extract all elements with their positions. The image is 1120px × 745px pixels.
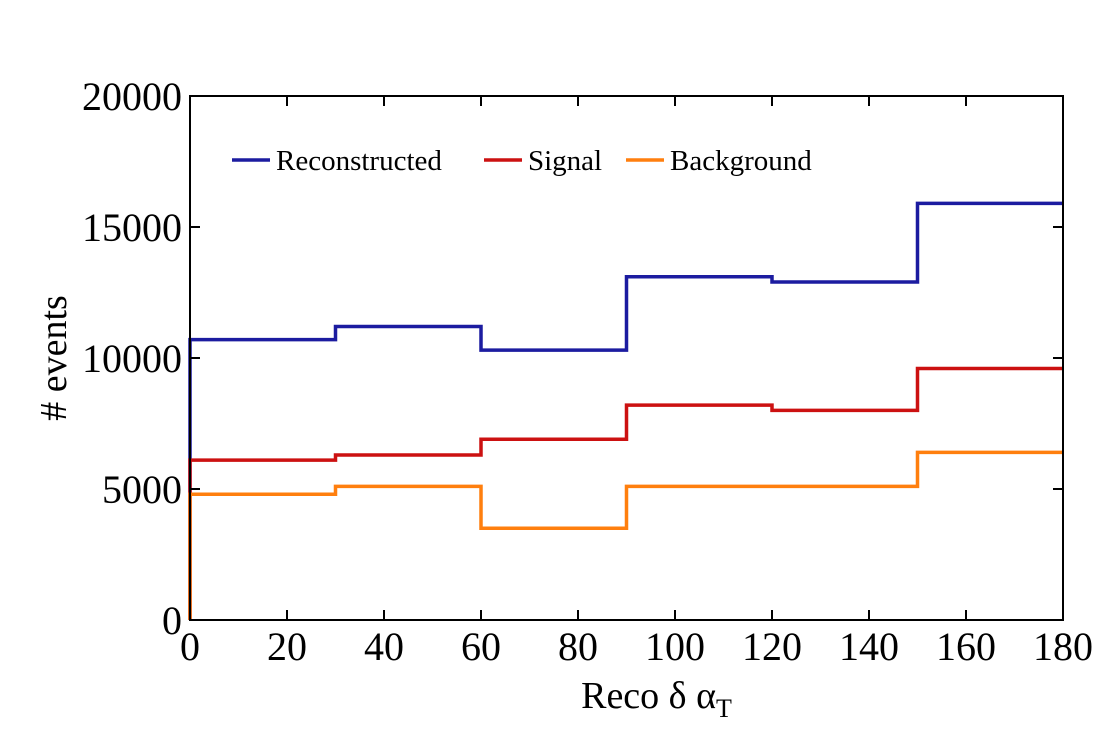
x-tick-label: 140 [839, 624, 899, 669]
x-tick-label: 0 [180, 624, 200, 669]
series-line-signal [188, 366, 1063, 620]
series-layer [188, 201, 1063, 620]
legend-label-reconstructed: Reconstructed [276, 145, 442, 177]
x-tick-label: 100 [645, 624, 705, 669]
x-tick-label: 40 [364, 624, 404, 669]
series-line-reconstructed [188, 201, 1063, 620]
y-tick-label: 20000 [82, 74, 182, 119]
x-axis-title-subscript: T [716, 694, 732, 723]
y-tick-label: 15000 [82, 205, 182, 250]
x-tick-label: 160 [936, 624, 996, 669]
x-tick-label: 20 [267, 624, 307, 669]
legend-label-background: Background [670, 145, 812, 177]
x-tick-label: 80 [558, 624, 598, 669]
x-tick-label: 180 [1033, 624, 1093, 669]
y-tick-label: 0 [162, 598, 182, 643]
ticks-layer: 0 20 40 60 80 100 120 140 160 180 0 5000 10000 15000 2… [82, 74, 1093, 669]
legend: Reconstructed Signal Background [232, 145, 812, 177]
x-axis-title-main: Reco δ α [581, 675, 716, 717]
x-axis-title: Reco δ αT [581, 675, 732, 723]
series-line-background [188, 450, 1063, 620]
y-tick-label: 5000 [102, 467, 182, 512]
legend-label-signal: Signal [528, 145, 602, 177]
x-tick-label: 120 [742, 624, 802, 669]
y-tick-label: 10000 [82, 336, 182, 381]
y-axis-title: # events [33, 295, 75, 421]
x-tick-label: 60 [461, 624, 501, 669]
